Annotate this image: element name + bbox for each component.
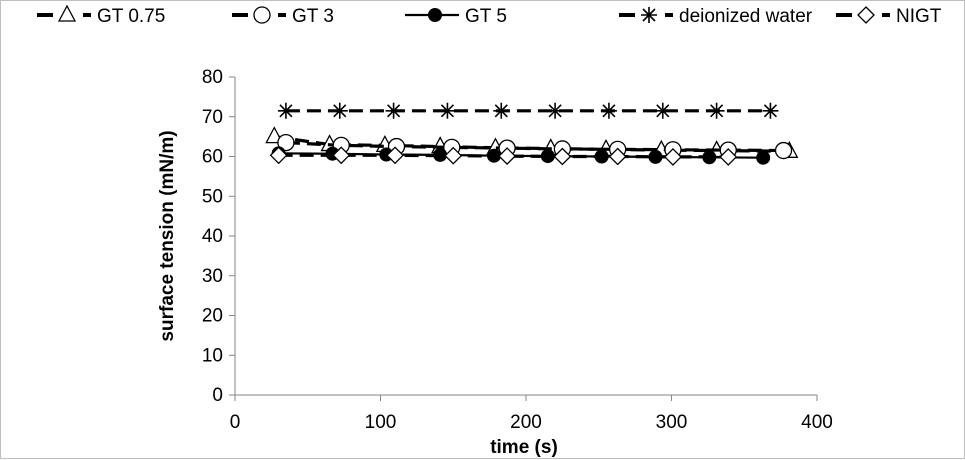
- x-tick-label: 300: [656, 412, 688, 433]
- data-point: [654, 102, 671, 119]
- data-point: [608, 147, 627, 166]
- legend-label: deionized water: [679, 6, 813, 27]
- data-point: [553, 147, 572, 166]
- data-point: [774, 141, 793, 160]
- legend-marker: [428, 8, 442, 22]
- data-point: [756, 150, 771, 165]
- data-point: [708, 102, 725, 119]
- x-axis-title: time (s): [490, 437, 558, 458]
- legend-marker: [857, 6, 875, 24]
- legend-marker: [641, 7, 657, 23]
- data-point: [439, 102, 456, 119]
- y-tick-label: 30: [202, 266, 223, 287]
- y-tick-label: 50: [202, 186, 223, 207]
- data-point: [762, 102, 779, 119]
- y-tick-label: 10: [202, 345, 223, 366]
- legend-marker: [253, 6, 271, 24]
- x-tick-label: 100: [365, 412, 397, 433]
- data-point: [386, 146, 404, 165]
- data-point: [719, 147, 738, 166]
- data-point: [664, 147, 682, 166]
- x-tick-label: 200: [510, 412, 542, 433]
- legend-entry: GT 0.75: [37, 4, 165, 27]
- data-point: [547, 102, 564, 119]
- data-point: [444, 146, 463, 165]
- x-axis: 0 100 200 300 400: [230, 394, 833, 433]
- data-point: [600, 102, 617, 119]
- y-tick-label: 0: [212, 385, 223, 406]
- data-point: [277, 102, 294, 119]
- data-point: [269, 146, 288, 165]
- y-tick-label: 40: [202, 226, 223, 247]
- legend-entry: GT 3: [232, 6, 334, 27]
- data-point: [331, 102, 348, 119]
- y-axis: 0 10 20 30 40 50 60 70 80: [202, 67, 236, 406]
- y-axis-title: surface tension (mN/m): [157, 130, 178, 341]
- data-point: [277, 133, 295, 152]
- data-point: [332, 146, 351, 165]
- legend-label: GT 0.75: [97, 6, 165, 27]
- x-tick-label: 0: [230, 412, 241, 433]
- legend-label: GT 3: [292, 6, 334, 27]
- y-tick-label: 70: [202, 107, 223, 128]
- data-point: [385, 102, 402, 119]
- y-tick-label: 60: [202, 147, 223, 168]
- y-tick-label: 20: [202, 306, 223, 327]
- legend-label: NIGT: [896, 6, 942, 27]
- x-tick-label: 400: [801, 412, 833, 433]
- data-point: [498, 147, 517, 166]
- legend-marker: [57, 4, 77, 22]
- data-point: [493, 102, 510, 119]
- legend-label: GT 5: [465, 6, 507, 27]
- series-nigt: [269, 146, 738, 166]
- legend: GT 0.75 GT 3 GT 5 deionized water NIGT: [37, 4, 942, 27]
- legend-entry: deionized water: [619, 6, 813, 27]
- legend-entry: NIGT: [836, 6, 942, 27]
- legend-entry: GT 5: [405, 6, 507, 27]
- series-layer: [265, 102, 799, 166]
- series-deionized-water: [277, 102, 779, 119]
- y-tick-label: 80: [202, 67, 223, 88]
